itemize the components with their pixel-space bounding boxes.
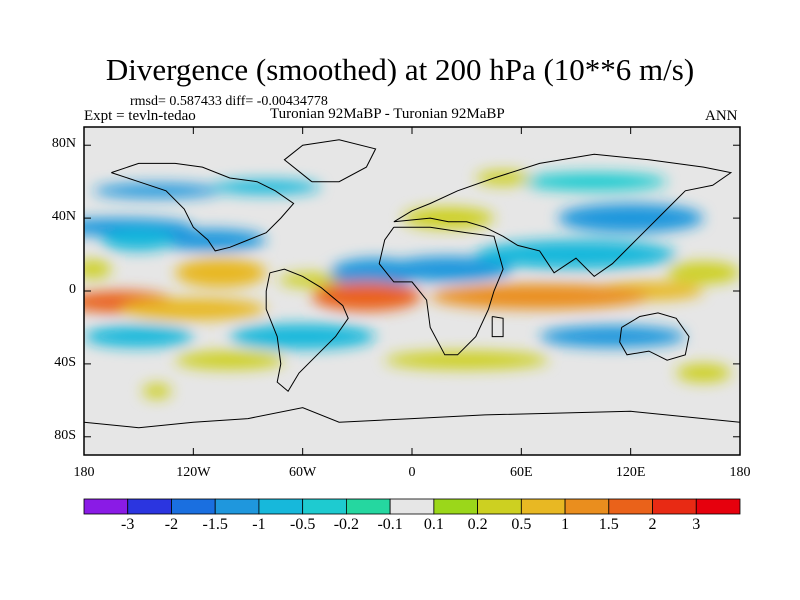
field-anomaly <box>384 256 513 282</box>
field-anomaly <box>211 179 321 195</box>
colorbar-swatch <box>127 498 172 515</box>
coastline <box>378 226 504 356</box>
field-anomaly <box>142 383 172 399</box>
field-anomaly <box>175 258 267 288</box>
x-tick-label: 0 <box>408 465 416 480</box>
x-tick-label: 180 <box>73 465 95 480</box>
field-anomaly <box>311 281 422 312</box>
field-anomaly <box>84 325 194 348</box>
coastline <box>491 316 504 338</box>
colorbar-level-label: -0.2 <box>333 516 360 533</box>
field-anomaly <box>475 170 531 186</box>
coastline <box>84 407 740 429</box>
coastline <box>283 139 377 183</box>
field-anomaly <box>84 218 194 237</box>
field-anomaly <box>521 172 668 191</box>
colorbar-swatch <box>520 498 566 515</box>
colorbar-swatch <box>564 498 610 515</box>
colorbar-swatch <box>302 498 347 515</box>
colorbar-level-label: 0.1 <box>423 516 444 533</box>
colorbar-level-label: -1 <box>252 516 266 533</box>
colorbar-level-label: -3 <box>121 516 135 533</box>
colorbar-level-label: -0.1 <box>377 516 403 533</box>
colorbar-swatch <box>258 498 304 515</box>
field-anomaly <box>229 323 376 350</box>
rmsd-diff-stats: rmsd= 0.587433 diff= -0.00434778 <box>130 94 328 109</box>
x-tick-label: 60W <box>289 465 317 480</box>
field-anomaly <box>84 260 112 279</box>
colorbar-level-label: -0.5 <box>289 516 316 533</box>
x-tick-label: 120E <box>615 465 646 480</box>
field-anomaly <box>102 229 176 251</box>
colorbar-swatch <box>345 498 391 515</box>
divergence-field <box>84 170 740 399</box>
field-anomaly <box>475 239 677 270</box>
season-label: ANN <box>705 108 738 124</box>
field-anomaly <box>93 183 221 199</box>
y-tick-label: 40N <box>51 209 76 225</box>
colorbar-level-label: -2 <box>164 516 179 533</box>
colorbar-level-label: 0.2 <box>467 516 488 533</box>
colorbar-level-label: 2 <box>648 516 657 533</box>
colorbar-level-label: 3 <box>692 516 701 533</box>
colorbar-level-label: 0.5 <box>511 516 532 533</box>
y-tick-label: 0 <box>69 282 76 297</box>
y-tick-label: 40S <box>54 354 76 370</box>
colorbar <box>83 498 741 515</box>
field-anomaly <box>676 363 731 383</box>
field-anomaly <box>667 261 740 284</box>
colorbar-swatch <box>389 498 435 515</box>
coastlines <box>84 139 740 429</box>
colorbar-swatch <box>433 498 479 515</box>
x-tick-label: 60E <box>510 465 533 480</box>
coastline <box>393 153 733 278</box>
field-anomaly <box>278 272 345 288</box>
field-anomaly <box>120 298 267 321</box>
coastline <box>265 268 349 392</box>
experiment-id-label: Expt = tevln-tedao <box>84 108 196 124</box>
field-anomaly <box>539 325 686 348</box>
colorbar-level-label: 1.5 <box>598 516 619 533</box>
coastline <box>111 162 295 252</box>
field-anomaly <box>557 203 704 233</box>
colorbar-swatch <box>83 498 129 515</box>
y-tick-label: 80S <box>54 427 76 443</box>
axis-ticks <box>83 127 741 455</box>
x-tick-label: 180 <box>729 465 751 480</box>
field-anomaly <box>430 283 649 310</box>
field-anomaly <box>156 229 267 251</box>
colorbar-swatch <box>652 498 697 515</box>
colorbar-level-label: 1 <box>561 516 570 533</box>
colorbar-level-label: -1.5 <box>202 516 228 533</box>
field-anomaly <box>175 351 285 370</box>
colorbar-swatch <box>477 498 522 515</box>
colorbar-swatch <box>695 498 741 515</box>
plot-title: Divergence (smoothed) at 200 hPa (10**6 … <box>105 52 695 87</box>
y-tick-label: 80N <box>51 136 76 152</box>
coastline <box>619 312 690 361</box>
x-tick-label: 120W <box>176 465 211 480</box>
colorbar-swatch <box>171 498 216 515</box>
colorbar-swatch <box>214 498 260 515</box>
field-anomaly <box>384 351 549 370</box>
experiment-title: Turonian 92MaBP - Turonian 92MaBP <box>270 106 505 122</box>
colorbar-swatch <box>608 498 653 515</box>
